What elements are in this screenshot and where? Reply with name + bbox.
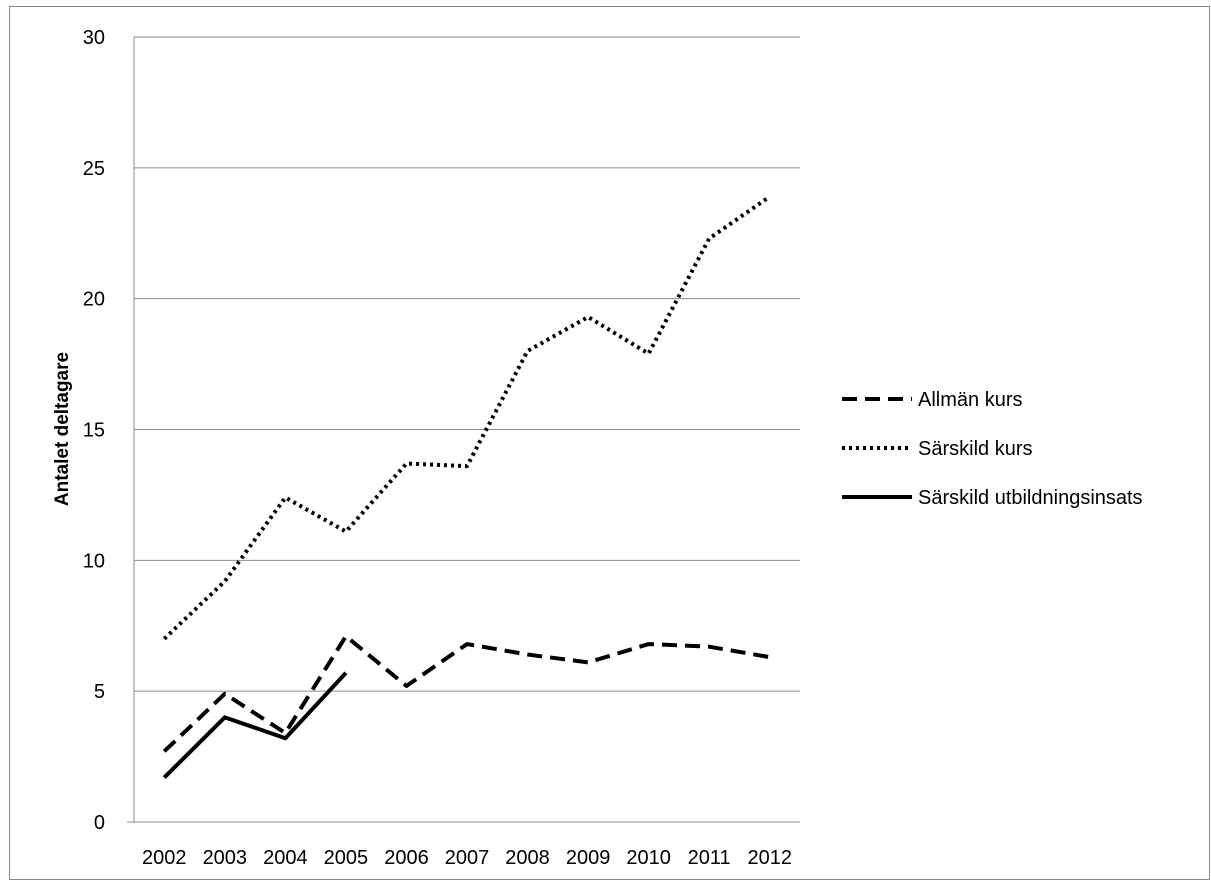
x-tick-label: 2012 [747, 847, 792, 869]
y-tick-label: 0 [94, 812, 105, 834]
x-tick-label: 2006 [384, 847, 429, 869]
gridlines [134, 36, 800, 692]
series-line-2 [162, 194, 771, 641]
axes [127, 37, 800, 823]
x-tick-label: 2011 [688, 847, 731, 869]
series-lines [162, 194, 771, 779]
y-tick-label: 20 [83, 289, 105, 311]
x-tick-label: 2010 [626, 847, 671, 869]
legend-label-3: Särskild utbildningsinsats [918, 487, 1143, 509]
legend-label-1: Allmän kurs [918, 389, 1022, 411]
y-tick-labels: 0 5 10 15 20 25 30 [83, 27, 105, 834]
series-line-3 [162, 671, 348, 779]
legend-label-2: Särskild kurs [918, 438, 1032, 460]
y-tick-label: 5 [94, 681, 105, 703]
x-tick-label: 2009 [566, 847, 611, 869]
y-tick-label: 15 [83, 420, 105, 442]
x-tick-label: 2002 [142, 847, 187, 869]
y-tick-label: 30 [83, 27, 105, 49]
y-tick-label: 10 [83, 550, 105, 572]
x-tick-label: 2005 [324, 847, 369, 869]
y-axis-title: Antalet deltagare [52, 352, 73, 506]
x-tick-label: 2004 [263, 847, 308, 869]
x-tick-label: 2008 [505, 847, 550, 869]
y-tick-label: 25 [83, 158, 105, 180]
x-tick-label: 2007 [445, 847, 490, 869]
x-tick-label: 2003 [203, 847, 248, 869]
legend: Allmän kurs Särskild kurs Särskild utbildn… [842, 389, 1143, 509]
series-line-1 [162, 634, 771, 753]
x-tick-labels: 2002 2003 2004 2005 2006 2007 2008 2009 2010 2011… [142, 847, 792, 869]
